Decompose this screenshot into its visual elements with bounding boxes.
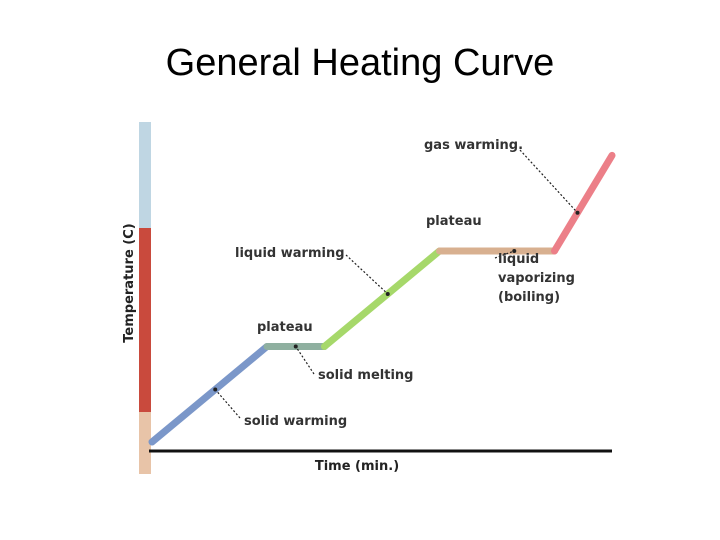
annotation-plateau-melting: plateau xyxy=(257,320,313,335)
curve-segments xyxy=(148,151,616,446)
leader-gas-warming-dot xyxy=(575,210,580,215)
thermometer-cold-section xyxy=(139,122,151,228)
leader-liquid-vaporizing xyxy=(494,250,515,259)
annotation-leaders xyxy=(213,149,580,419)
leader-solid-melting xyxy=(295,346,315,375)
leader-liquid-warming xyxy=(345,254,389,295)
annotation-vaporizing: vaporizing xyxy=(498,271,575,286)
slide-title: General Heating Curve xyxy=(165,42,555,84)
leader-liquid-warming-dot xyxy=(385,291,390,296)
thermometer-hot-section xyxy=(139,228,151,412)
leader-solid-warming-dot xyxy=(213,387,218,392)
thermometer-bar xyxy=(139,122,151,474)
curve-segment-liquid xyxy=(321,247,443,350)
annotation-solid-warming: solid warming xyxy=(244,414,347,429)
annotation-solid-melting: solid melting xyxy=(318,368,413,383)
annotation-gas-warming: gas warming. xyxy=(424,138,523,153)
annotation-liquid-warming: liquid warming xyxy=(235,246,345,261)
leader-gas-warming xyxy=(519,149,578,214)
annotation-boiling: (boiling) xyxy=(498,290,560,305)
x-axis-label: Time (min.) xyxy=(315,459,399,474)
y-axis-label: Temperature (C) xyxy=(122,223,137,342)
thermometer-base xyxy=(139,412,151,474)
leader-solid-melting-dot xyxy=(293,344,298,349)
leader-solid-warming xyxy=(214,389,241,419)
annotation-liquid: liquid xyxy=(498,252,539,267)
curve-segment-solid xyxy=(148,342,271,446)
leader-liquid-vaporizing-dot xyxy=(512,248,517,253)
annotation-plateau-boiling: plateau xyxy=(426,214,482,229)
curve-segment-gas xyxy=(551,151,616,255)
